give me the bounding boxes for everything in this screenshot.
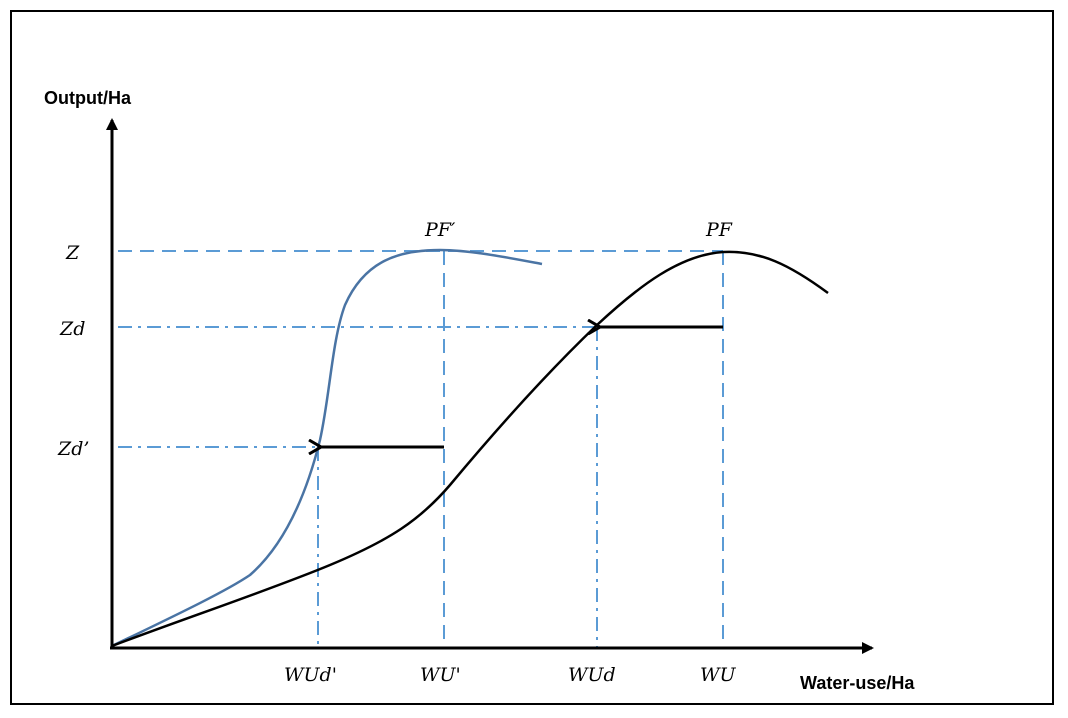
x-axis-title: Water-use/Ha <box>800 673 915 693</box>
pf-prime-curve <box>111 248 543 648</box>
wu-label: WU <box>700 664 737 686</box>
wud-label: WUd <box>568 664 616 686</box>
pf-label: PF <box>705 219 733 241</box>
pf-prime-label: PF′ <box>424 219 456 241</box>
z-label: Z <box>65 242 80 264</box>
wud-prime-label: WUd' <box>284 664 337 686</box>
zd-label: Zd <box>59 318 85 340</box>
y-axis-title: Output/Ha <box>44 88 132 108</box>
pf-curve <box>111 250 829 648</box>
zd-prime-label: Zd’ <box>57 438 89 460</box>
wu-prime-label: WU' <box>420 664 461 686</box>
diagram-frame <box>10 10 1054 705</box>
